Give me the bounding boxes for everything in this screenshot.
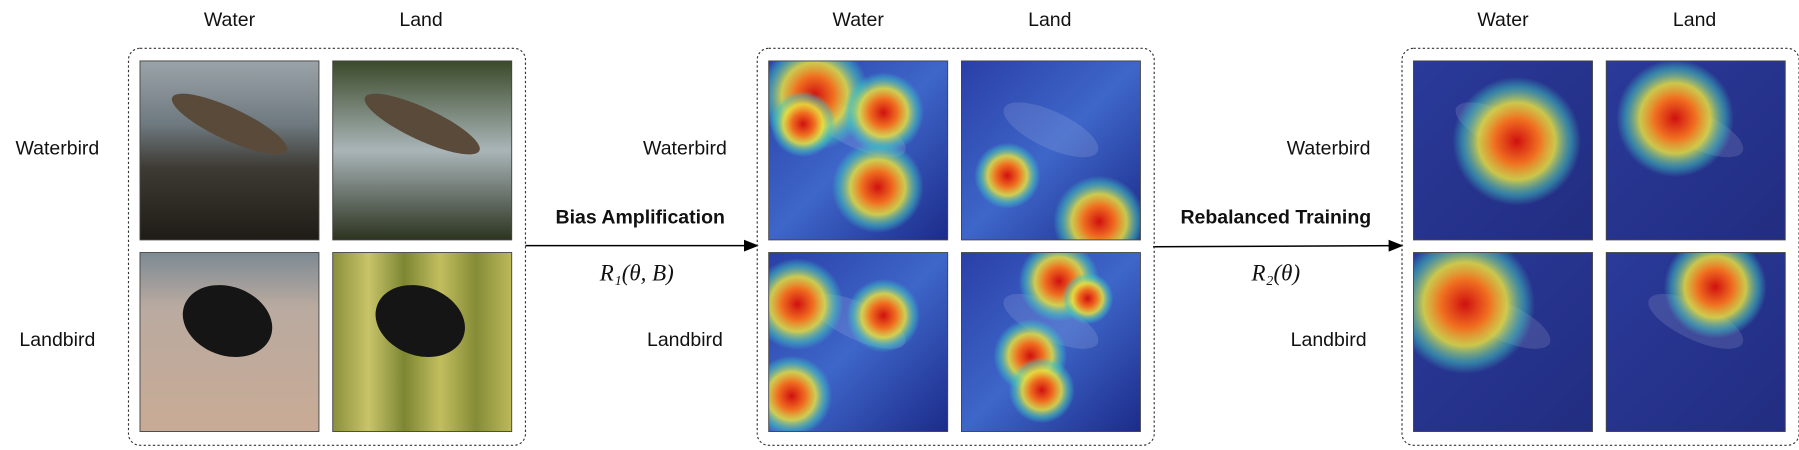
photo: [332, 60, 512, 240]
image: [1606, 60, 1786, 240]
bird: [375, 285, 465, 357]
arrows: Bias Amplification R₁(θ, B) Rebalanced T…: [525, 206, 1404, 286]
row-label: Landbird: [647, 329, 723, 351]
image: [768, 252, 948, 432]
image: [768, 60, 948, 240]
image-border: [768, 252, 949, 432]
arrow-formula: R₁(θ, B): [599, 261, 674, 286]
image: [332, 60, 512, 240]
row-label: Waterbird: [1287, 137, 1371, 159]
image: [961, 60, 1141, 240]
arrow-label: Rebalanced Training: [1180, 206, 1371, 228]
panel: Water Land Waterbird Landbird: [643, 9, 1155, 446]
bird: [182, 285, 273, 357]
arrow-formula: R₂(θ): [1251, 261, 1301, 286]
heat-spot: [1053, 175, 1141, 240]
column-header: Land: [399, 9, 442, 31]
bird-shadow: [1003, 102, 1099, 158]
column-header: Water: [833, 9, 885, 31]
column-header: Water: [1477, 9, 1529, 31]
image-border: [1605, 252, 1786, 432]
image-border: [139, 60, 320, 241]
heat-spot: [1413, 252, 1535, 374]
image-border: [960, 252, 1141, 432]
image: [961, 252, 1141, 432]
image-border: [960, 60, 1141, 241]
panel-frame: [756, 47, 1155, 446]
heat-spot: [1061, 272, 1114, 325]
panel-frame: [127, 47, 527, 446]
row-label: Waterbird: [643, 137, 727, 159]
panel: Water Land Waterbird Landbird: [15, 9, 527, 446]
heat-spot: [768, 355, 833, 432]
bird: [364, 93, 480, 155]
row-label: Waterbird: [15, 137, 99, 159]
image-border: [1413, 252, 1593, 432]
image: [332, 252, 512, 432]
image: [1606, 252, 1786, 432]
image: [1413, 252, 1593, 432]
heat-spot: [1616, 60, 1734, 178]
bird-shadow: [1003, 293, 1099, 349]
heat-spot: [1452, 76, 1582, 206]
image-border: [1413, 60, 1593, 241]
image-border: [332, 252, 513, 432]
image: [139, 60, 319, 240]
heat-spot: [974, 142, 1041, 209]
heat-spot: [1008, 357, 1075, 424]
image: [1413, 60, 1593, 240]
image-border: [139, 252, 320, 432]
heat-spot: [831, 141, 924, 234]
arrow: [1153, 239, 1404, 252]
column-header: Land: [1028, 9, 1071, 31]
column-header: Water: [204, 9, 256, 31]
column-header: Land: [1673, 9, 1716, 31]
row-label: Landbird: [19, 329, 95, 351]
heat-spot: [770, 90, 837, 158]
row-label: Landbird: [1291, 329, 1367, 351]
photo: [139, 60, 319, 240]
arrow-label: Bias Amplification: [556, 206, 725, 228]
image-border: [332, 60, 513, 241]
image: [139, 252, 319, 432]
image-border: [768, 60, 949, 241]
heat-spot: [843, 72, 924, 153]
panel: Water Land Waterbird Landbird: [1287, 9, 1799, 446]
bird: [171, 93, 288, 155]
image-border: [1605, 60, 1786, 241]
heat-spot: [846, 278, 921, 353]
heat-spot: [1663, 252, 1767, 339]
heat-spot: [768, 258, 844, 351]
